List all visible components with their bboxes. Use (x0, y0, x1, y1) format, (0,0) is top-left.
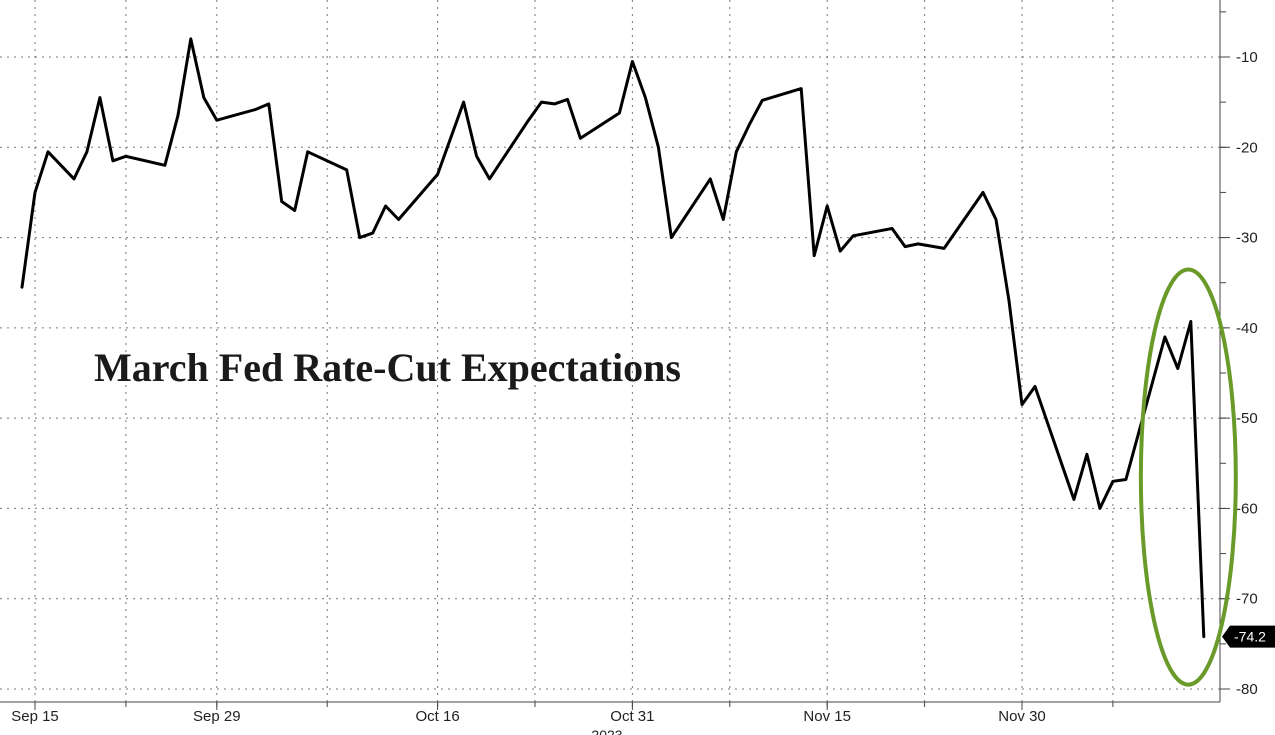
last-value-badge (1222, 625, 1275, 648)
last-value-text: -74.2 (1234, 629, 1266, 645)
highlight-ellipse (1138, 267, 1238, 687)
y-axis-ticks: -10 -20 -30 -40 -50 -60 -70 -80 (1220, 11, 1258, 698)
last-value-label: -74.2 (1222, 625, 1275, 648)
x-tick-label: Oct 16 (415, 708, 459, 725)
y-tick-label: -10 (1236, 49, 1258, 66)
chart-title: March Fed Rate-Cut Expectations (94, 345, 681, 390)
year-label: 2023 (591, 727, 622, 735)
y-tick-label: -80 (1236, 681, 1258, 698)
x-tick-label: Nov 30 (998, 708, 1046, 725)
y-tick-label: -20 (1236, 139, 1258, 156)
x-tick-label: Sep 15 (11, 708, 59, 725)
y-tick-label: -40 (1236, 320, 1258, 337)
x-tick-label: Nov 15 (803, 708, 851, 725)
y-tick-label: -70 (1236, 591, 1258, 608)
vertical-gridlines (34, 0, 1114, 702)
x-tick-label: Oct 31 (610, 708, 654, 725)
x-axis-ticks: Sep 15 Sep 29 Oct 16 Oct 31 Nov 15 Nov 30 (11, 702, 1114, 725)
y-tick-label: -50 (1236, 410, 1258, 427)
series-line (20, 37, 1206, 639)
horizontal-gridlines (0, 56, 1220, 690)
x-tick-label: Sep 29 (193, 708, 241, 725)
y-tick-label: -30 (1236, 230, 1258, 247)
y-tick-label: -60 (1236, 500, 1258, 517)
